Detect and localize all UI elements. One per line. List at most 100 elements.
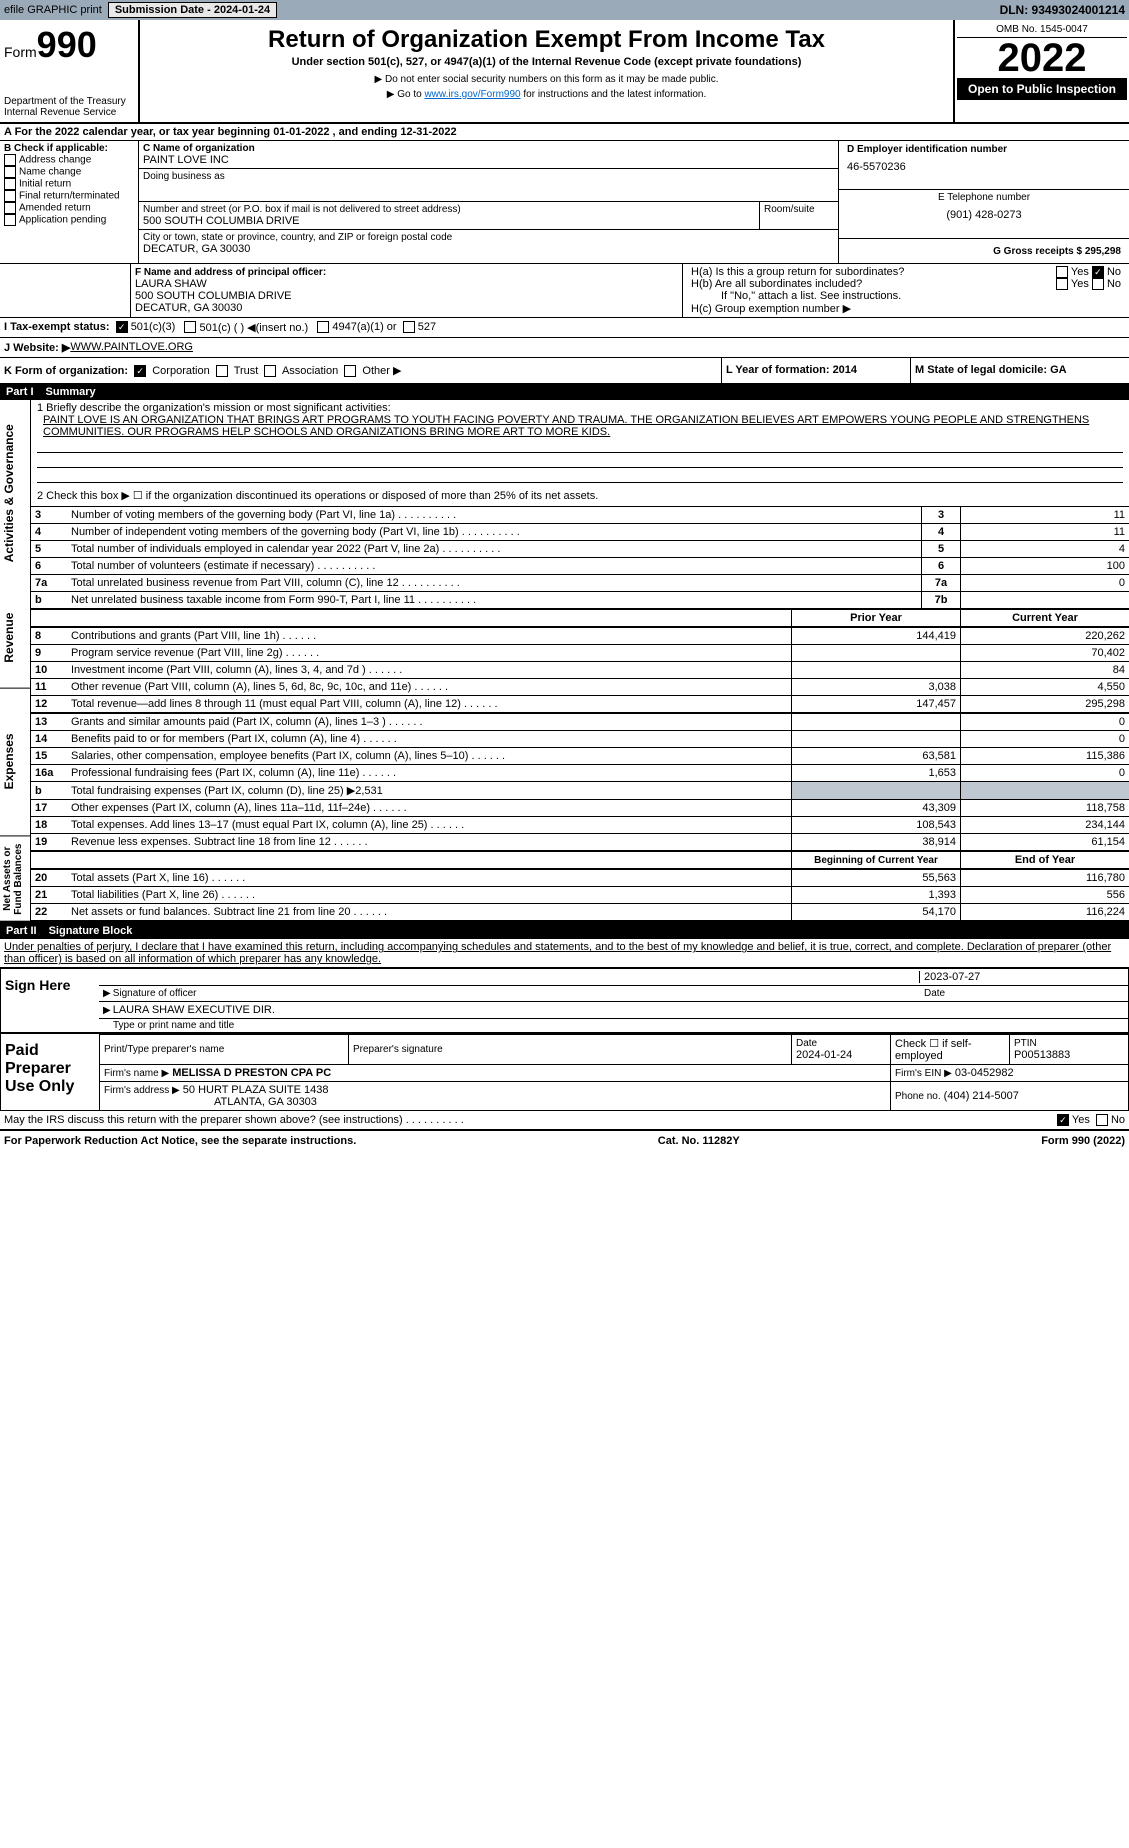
mission-text: PAINT LOVE IS AN ORGANIZATION THAT BRING… xyxy=(37,414,1123,438)
section-b-item: Initial return xyxy=(4,178,134,190)
ha-yes-checkbox[interactable] xyxy=(1056,266,1068,278)
eoy-header: End of Year xyxy=(961,852,1129,869)
officer-name-title: LAURA SHAW EXECUTIVE DIR. xyxy=(103,1004,275,1016)
assoc-checkbox[interactable] xyxy=(264,365,276,377)
firm-label: Firm's name ▶ xyxy=(104,1068,169,1079)
pp-sig-label: Preparer's signature xyxy=(353,1044,787,1055)
officer-addr1: 500 SOUTH COLUMBIA DRIVE xyxy=(135,290,678,302)
ha-no-checkbox[interactable]: ✓ xyxy=(1092,266,1104,278)
dba-label: Doing business as xyxy=(143,171,834,182)
checkbox[interactable] xyxy=(4,202,16,214)
line-a: A For the 2022 calendar year, or tax yea… xyxy=(0,124,1129,141)
section-g-label: G Gross receipts $ 295,298 xyxy=(993,246,1121,257)
dept-label: Department of the Treasury xyxy=(4,96,134,107)
side-exp: Expenses xyxy=(0,688,30,836)
date-label: Date xyxy=(920,988,1124,999)
section-b-header: B Check if applicable: xyxy=(4,143,108,154)
boy-header: Beginning of Current Year xyxy=(792,852,961,869)
ein-value: 46-5570236 xyxy=(847,161,1121,173)
section-b-item: Application pending xyxy=(4,214,134,226)
hb-note: If "No," attach a list. See instructions… xyxy=(691,290,1121,302)
checkbox[interactable] xyxy=(4,190,16,202)
submission-date-button[interactable]: Submission Date - 2024-01-24 xyxy=(108,2,277,18)
irs-link[interactable]: www.irs.gov/Form990 xyxy=(424,89,520,100)
section-b-item: Final return/terminated xyxy=(4,190,134,202)
website-value: WWW.PAINTLOVE.ORG xyxy=(70,341,193,354)
pp-self-label: Check ☐ if self-employed xyxy=(891,1035,1010,1065)
part2-header: Part IISignature Block xyxy=(0,923,1129,939)
side-ag: Activities & Governance xyxy=(0,400,30,587)
page-footer: For Paperwork Reduction Act Notice, see … xyxy=(0,1130,1129,1151)
form-title: Return of Organization Exempt From Incom… xyxy=(144,26,949,54)
side-net: Net Assets or Fund Balances xyxy=(0,837,30,922)
name-title-label: Type or print name and title xyxy=(99,1019,1128,1032)
footer-left: For Paperwork Reduction Act Notice, see … xyxy=(4,1135,356,1147)
hc-label: H(c) Group exemption number ▶ xyxy=(691,302,1121,315)
tax-exempt-label: I Tax-exempt status: xyxy=(4,321,110,334)
checkbox[interactable] xyxy=(4,166,16,178)
checkbox[interactable] xyxy=(4,178,16,190)
501c3-checkbox[interactable]: ✓ xyxy=(116,321,128,333)
footer-right: Form 990 (2022) xyxy=(1041,1135,1125,1147)
firm-addr2: ATLANTA, GA 30303 xyxy=(104,1096,317,1108)
line1-label: 1 Briefly describe the organization's mi… xyxy=(37,402,1123,414)
ptin-label: PTIN xyxy=(1014,1038,1124,1049)
part1-header: Part ISummary xyxy=(0,384,1129,400)
declaration-text: Under penalties of perjury, I declare th… xyxy=(0,939,1129,967)
section-f-label: F Name and address of principal officer: xyxy=(135,267,326,278)
sig-officer-label: Signature of officer xyxy=(103,988,920,999)
ha-label: H(a) Is this a group return for subordin… xyxy=(691,266,904,278)
footer-center: Cat. No. 11282Y xyxy=(658,1135,740,1147)
section-i: I Tax-exempt status: ✓ 501(c)(3) 501(c) … xyxy=(0,318,1129,338)
pp-date: 2024-01-24 xyxy=(796,1049,886,1061)
section-f-h: F Name and address of principal officer:… xyxy=(0,264,1129,318)
paid-preparer-block: Paid Preparer Use Only Print/Type prepar… xyxy=(0,1033,1129,1111)
part1-body: Activities & Governance Revenue Expenses… xyxy=(0,400,1129,923)
room-label: Room/suite xyxy=(760,202,838,229)
ptin-value: P00513883 xyxy=(1014,1049,1124,1061)
corp-checkbox[interactable]: ✓ xyxy=(134,365,146,377)
section-k-l-m: K Form of organization: ✓ Corporation Tr… xyxy=(0,358,1129,384)
form-number: Form990 xyxy=(4,24,134,66)
tax-year: 2022 xyxy=(957,38,1127,78)
section-j: J Website: ▶ WWW.PAINTLOVE.ORG xyxy=(0,338,1129,358)
section-m: M State of legal domicile: GA xyxy=(915,364,1067,376)
paid-preparer-label: Paid Preparer Use Only xyxy=(1,1034,99,1110)
4947-checkbox[interactable] xyxy=(317,321,329,333)
discuss-yes-checkbox[interactable]: ✓ xyxy=(1057,1114,1069,1126)
section-b-item: Address change xyxy=(4,154,134,166)
firm-addr1: 50 HURT PLAZA SUITE 1438 xyxy=(183,1084,329,1096)
line2-label: 2 Check this box ▶ ☐ if the organization… xyxy=(31,485,1129,506)
other-checkbox[interactable] xyxy=(344,365,356,377)
discuss-no-checkbox[interactable] xyxy=(1096,1114,1108,1126)
hb-yes-checkbox[interactable] xyxy=(1056,278,1068,290)
firm-addr-label: Firm's address ▶ xyxy=(104,1085,180,1096)
side-rev: Revenue xyxy=(0,588,30,689)
form-header: Form990 Department of the Treasury Inter… xyxy=(0,20,1129,124)
501c-checkbox[interactable] xyxy=(184,321,196,333)
city-state-zip: DECATUR, GA 30030 xyxy=(143,243,834,255)
sign-here-block: Sign Here 2023-07-27 Signature of office… xyxy=(0,967,1129,1033)
sig-date: 2023-07-27 xyxy=(919,971,1124,983)
section-c-label: C Name of organization xyxy=(143,143,255,154)
city-label: City or town, state or province, country… xyxy=(143,232,834,243)
current-year-header: Current Year xyxy=(961,610,1129,627)
firm-phone: (404) 214-5007 xyxy=(944,1090,1019,1102)
sign-here-label: Sign Here xyxy=(1,969,99,1032)
officer-addr2: DECATUR, GA 30030 xyxy=(135,302,678,314)
trust-checkbox[interactable] xyxy=(216,365,228,377)
pp-name-label: Print/Type preparer's name xyxy=(104,1044,344,1055)
firm-ein: 03-0452982 xyxy=(955,1067,1014,1079)
open-inspection-label: Open to Public Inspection xyxy=(957,78,1127,100)
form-subtitle-3: ▶ Go to www.irs.gov/Form990 for instruct… xyxy=(144,89,949,100)
officer-name: LAURA SHAW xyxy=(135,278,678,290)
checkbox[interactable] xyxy=(4,154,16,166)
527-checkbox[interactable] xyxy=(403,321,415,333)
section-d-label: D Employer identification number xyxy=(847,144,1007,155)
section-b-item: Amended return xyxy=(4,202,134,214)
org-name: PAINT LOVE INC xyxy=(143,154,834,166)
hb-no-checkbox[interactable] xyxy=(1092,278,1104,290)
section-l: L Year of formation: 2014 xyxy=(726,364,857,376)
efile-label: efile GRAPHIC print xyxy=(4,4,102,16)
checkbox[interactable] xyxy=(4,214,16,226)
